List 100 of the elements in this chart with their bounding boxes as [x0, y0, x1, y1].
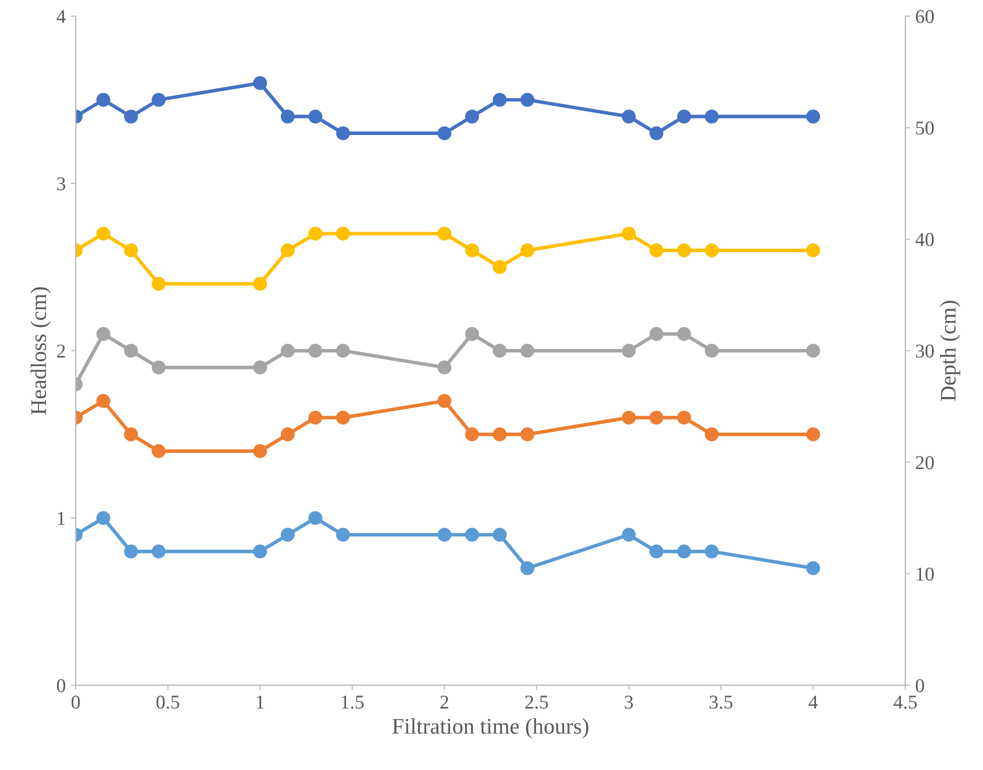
point	[704, 544, 719, 558]
point	[96, 511, 110, 525]
point	[704, 427, 719, 442]
point	[124, 243, 138, 258]
point	[308, 344, 322, 358]
point	[650, 327, 664, 341]
point	[806, 344, 820, 358]
x-tick-label: 4	[808, 696, 818, 709]
y2-tick-label: 10	[916, 568, 934, 581]
point	[520, 243, 534, 258]
point	[336, 344, 350, 358]
y-tick-label: 2	[57, 344, 65, 358]
point	[650, 410, 664, 425]
point	[650, 243, 664, 258]
y2-tick-label: 20	[916, 456, 934, 470]
point	[622, 344, 636, 358]
point	[280, 427, 295, 442]
point	[152, 544, 166, 558]
y-tick-label: 1	[58, 512, 65, 525]
y-axis-title: Headloss (cm)	[30, 287, 51, 415]
point	[253, 360, 268, 374]
y2-axis-title: Depth (cm)	[940, 300, 960, 401]
point	[336, 528, 350, 542]
y-tick-label: 0	[56, 679, 66, 692]
x-tick-label: 2.5	[525, 696, 548, 709]
point	[465, 243, 480, 258]
point	[280, 528, 295, 542]
point	[336, 226, 350, 241]
point	[677, 110, 692, 124]
point	[437, 360, 452, 374]
point	[677, 243, 692, 258]
point	[704, 243, 719, 258]
point	[280, 243, 295, 258]
point	[704, 110, 719, 124]
point	[437, 226, 452, 241]
point	[806, 561, 820, 576]
point	[96, 92, 110, 107]
point	[280, 110, 295, 124]
point	[96, 394, 110, 408]
point	[253, 76, 268, 90]
point	[308, 511, 322, 525]
y2-tick-label: 30	[916, 344, 934, 358]
point	[437, 126, 452, 140]
y2-tick-label: 60	[916, 10, 934, 24]
point	[677, 327, 692, 341]
point	[650, 126, 664, 140]
point	[437, 528, 452, 542]
point	[253, 544, 268, 558]
y2-tick-label: 50	[916, 122, 934, 135]
point	[124, 427, 138, 442]
point	[650, 544, 664, 558]
point	[677, 544, 692, 558]
point	[336, 410, 350, 425]
point	[520, 427, 534, 442]
point	[622, 110, 636, 124]
point	[704, 344, 719, 358]
x-tick-label: 0	[72, 696, 80, 709]
point	[280, 344, 295, 358]
point	[622, 528, 636, 542]
point	[152, 92, 166, 107]
x-tick-label: 3.5	[710, 696, 732, 709]
y2-tick-label: 40	[915, 233, 934, 246]
y-tick-label: 4	[56, 10, 66, 23]
point	[152, 276, 166, 291]
point	[437, 394, 452, 408]
point	[124, 110, 138, 124]
point	[96, 327, 110, 341]
point	[152, 444, 166, 458]
point	[492, 344, 507, 358]
x-tick-label: 1.5	[342, 696, 364, 709]
point	[492, 427, 507, 442]
point	[677, 410, 692, 425]
point	[520, 561, 534, 576]
point	[96, 226, 110, 241]
point	[253, 444, 268, 458]
point	[492, 92, 507, 107]
point	[806, 110, 820, 124]
point	[465, 427, 480, 442]
point	[124, 344, 138, 358]
point	[308, 110, 322, 124]
x-tick-label: 1	[256, 696, 264, 709]
x-tick-label: 2	[440, 696, 448, 709]
point	[622, 226, 636, 241]
point	[520, 92, 534, 107]
y2-tick-label: 0	[916, 679, 924, 692]
point	[622, 410, 636, 425]
x-axis-title: Filtration time (hours)	[392, 718, 588, 738]
point	[465, 110, 480, 124]
point	[308, 410, 322, 425]
point	[336, 126, 350, 140]
point	[253, 276, 268, 291]
point	[152, 360, 166, 374]
x-tick-label: 4.5	[894, 696, 917, 709]
point	[806, 243, 820, 258]
x-tick-label: 3	[624, 696, 633, 709]
point	[465, 327, 480, 341]
x-tick-label: 0.5	[156, 696, 180, 709]
point	[308, 226, 322, 241]
point	[124, 544, 138, 558]
point	[492, 260, 507, 274]
